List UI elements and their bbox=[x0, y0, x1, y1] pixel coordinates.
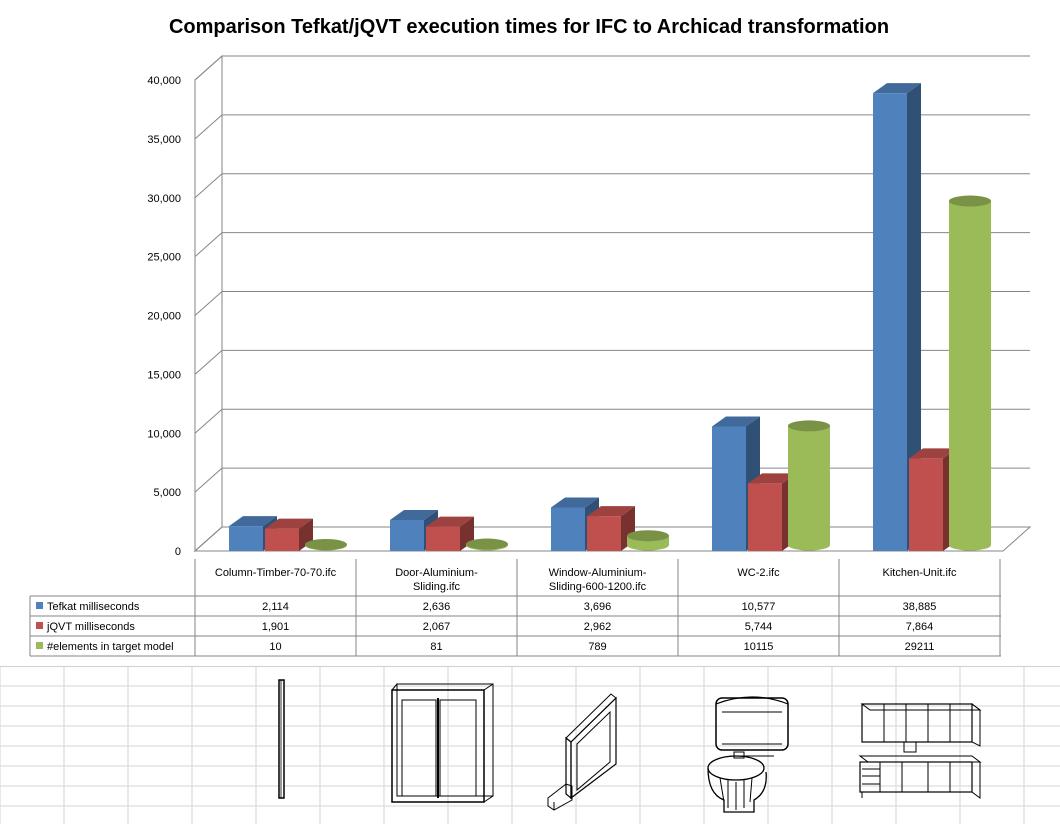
table-cell-value: 10 bbox=[269, 641, 281, 653]
y-tick-label: 35,000 bbox=[147, 134, 181, 146]
table-cell-value: 5,744 bbox=[745, 621, 773, 633]
table-cell-value: 29211 bbox=[905, 641, 935, 653]
legend-label: jQVT milliseconds bbox=[46, 621, 135, 633]
category-label: Kitchen-Unit.ifc bbox=[883, 567, 957, 579]
bar-3-3[interactable] bbox=[627, 530, 669, 551]
table-cell-value: 3,696 bbox=[584, 601, 612, 613]
table-cell-value: 7,864 bbox=[906, 621, 934, 633]
table-cell-value: 2,636 bbox=[423, 601, 451, 613]
legend-key bbox=[36, 642, 43, 649]
y-tick-label: 20,000 bbox=[147, 311, 181, 323]
chart-svg: Comparison Tefkat/jQVT execution times f… bbox=[29, 16, 1032, 657]
door-thumbnail bbox=[391, 683, 494, 803]
plot-area: 0 5,000 10,000 15,000 20,000 25,000 30,000 35,0… bbox=[147, 54, 1032, 558]
bar-3-5[interactable] bbox=[949, 195, 991, 551]
bar-3-2[interactable] bbox=[466, 538, 508, 551]
category-label: Window-Aluminium- bbox=[549, 567, 647, 579]
legend-key bbox=[36, 622, 43, 629]
legend-label: Tefkat milliseconds bbox=[47, 601, 140, 613]
table-cell-value: 10115 bbox=[744, 641, 774, 653]
table-cell-value: 1,901 bbox=[262, 621, 290, 633]
data-table: Column-Timber-70-70.ifc Door-Aluminium- Sl… bbox=[29, 559, 1001, 657]
table-cell-value: 2,067 bbox=[423, 621, 451, 633]
model-thumbnails bbox=[278, 679, 982, 813]
table-cell-value: 38,885 bbox=[903, 601, 937, 613]
y-tick-label: 5,000 bbox=[153, 487, 181, 499]
category-label: Door-Aluminium- bbox=[395, 567, 478, 579]
y-tick-label: 40,000 bbox=[147, 75, 181, 87]
bar-2-2[interactable] bbox=[426, 516, 474, 551]
category-label: Column-Timber-70-70.ifc bbox=[215, 567, 337, 579]
table-cell-value: 2,962 bbox=[584, 621, 612, 633]
chart-area[interactable]: Comparison Tefkat/jQVT execution times f… bbox=[0, 0, 1060, 667]
bar-3-1[interactable] bbox=[305, 539, 347, 551]
bar-3-4[interactable] bbox=[788, 420, 830, 551]
table-cell-value: 2,114 bbox=[262, 601, 289, 613]
kitchen-unit-thumbnail bbox=[858, 703, 982, 799]
category-label: Sliding.ifc bbox=[413, 581, 461, 593]
legend-key bbox=[36, 602, 43, 609]
legend-label: #elements in target model bbox=[47, 641, 174, 653]
y-tick-label: 10,000 bbox=[147, 428, 181, 440]
y-tick-label: 0 bbox=[175, 546, 181, 558]
column-thumbnail bbox=[278, 679, 285, 799]
category-label: Sliding-600-1200.ifc bbox=[549, 581, 647, 593]
y-tick-label: 25,000 bbox=[147, 252, 181, 264]
window-thumbnail bbox=[547, 693, 617, 811]
y-tick-label: 30,000 bbox=[147, 193, 181, 205]
table-cell-value: 789 bbox=[588, 641, 606, 653]
wc-thumbnail bbox=[707, 696, 789, 813]
y-tick-label: 15,000 bbox=[147, 369, 181, 381]
bar-1-5[interactable] bbox=[873, 83, 921, 552]
chart-title: Comparison Tefkat/jQVT execution times f… bbox=[169, 16, 889, 38]
table-cell-value: 81 bbox=[430, 641, 442, 653]
table-cell-value: 10,577 bbox=[742, 601, 776, 613]
category-label: WC-2.ifc bbox=[737, 567, 780, 579]
